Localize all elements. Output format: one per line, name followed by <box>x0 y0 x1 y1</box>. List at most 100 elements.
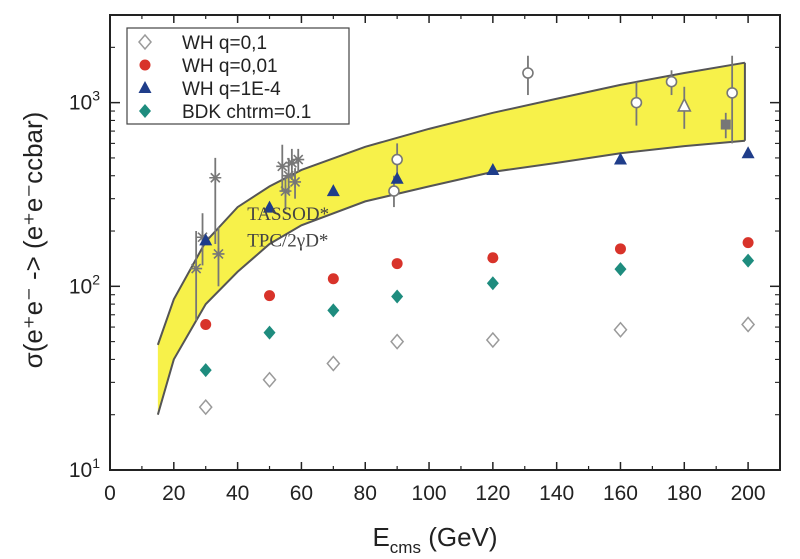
measurement-marker <box>209 171 222 184</box>
measurement-marker <box>391 153 403 166</box>
data-point <box>199 363 212 378</box>
annotations: TASSOD* TPC/2γD* <box>247 204 329 251</box>
y-tick-label: 102 <box>69 271 100 298</box>
legend-marker <box>139 59 151 71</box>
data-point <box>326 355 341 372</box>
measurement-point <box>190 231 203 321</box>
series-markers <box>198 146 756 416</box>
series-triangle <box>199 146 755 246</box>
measurement-point <box>630 81 643 126</box>
measurement-marker <box>289 175 302 188</box>
x-tick-label: 180 <box>667 482 702 505</box>
series-diamond-open <box>198 316 756 416</box>
x-tick-label: 60 <box>290 482 313 505</box>
x-tick-label: 140 <box>539 482 574 505</box>
legend-box <box>126 27 350 125</box>
data-point <box>327 303 340 318</box>
legend-label: WH q=0,01 <box>182 56 278 77</box>
measurement-marker <box>196 231 209 244</box>
data-point <box>613 152 627 165</box>
measurement-point <box>212 227 225 287</box>
legend-marker <box>139 104 151 118</box>
legend-label: WH q=0,1 <box>182 33 267 54</box>
series-circle <box>200 237 754 330</box>
legend-entry: BDK chtrm=0.1 <box>139 102 311 123</box>
data-point <box>391 258 403 270</box>
data-point <box>263 325 276 340</box>
legend-entry: WH q=1E-4 <box>138 79 281 100</box>
series-diamond <box>199 253 755 378</box>
measurement-marker <box>282 169 295 182</box>
measurement-marker <box>522 67 534 79</box>
x-axis-title-sub: cms <box>390 538 421 557</box>
band-annotation: TPC/2γD* <box>247 230 328 251</box>
measurement-marker <box>190 262 203 275</box>
measurement-marker <box>665 75 678 88</box>
data-point <box>741 146 755 159</box>
x-tick-label: 120 <box>475 482 510 505</box>
measurement-marker <box>388 185 400 197</box>
measurement-marker <box>726 87 738 99</box>
x-axis-title: Ecms (GeV) <box>372 522 497 557</box>
measurement-point <box>522 55 534 96</box>
data-point <box>742 237 754 249</box>
measurement-point <box>292 148 305 172</box>
measurements <box>190 55 738 321</box>
x-axis-title-rest: (GeV) <box>421 522 498 552</box>
measurement-point <box>676 86 692 129</box>
measurement-marker <box>292 153 305 166</box>
measurement-point <box>285 148 298 180</box>
measurement-marker <box>212 247 225 260</box>
y-tick-label: 101 <box>69 455 100 482</box>
data-point <box>263 200 277 213</box>
data-point <box>327 273 339 285</box>
data-point <box>487 252 499 264</box>
measurement-point <box>665 70 678 96</box>
measurement-point <box>282 157 295 194</box>
data-point <box>326 184 340 197</box>
legend-marker <box>138 33 152 51</box>
data-point <box>264 290 276 302</box>
data-point <box>613 321 628 338</box>
measurement-marker <box>630 96 643 109</box>
data-point <box>742 253 755 268</box>
y-axis-title: σ(e⁺e⁻ -> (e⁺e⁻ccbar) <box>18 112 48 369</box>
measurement-point <box>209 157 222 244</box>
data-point <box>741 316 756 333</box>
legend-marker <box>138 81 152 93</box>
measurement-point <box>720 112 731 139</box>
x-tick-label: 0 <box>104 482 116 505</box>
legend-entry: WH q=0,01 <box>139 56 278 77</box>
data-point <box>262 371 277 388</box>
data-point <box>614 243 626 255</box>
measurement-point <box>279 175 292 211</box>
measurement-marker <box>285 156 298 169</box>
legend-label: WH q=1E-4 <box>182 79 281 100</box>
data-point <box>390 333 405 350</box>
x-tick-label: 40 <box>226 482 249 505</box>
measurement-point <box>726 55 738 144</box>
measurement-marker <box>279 185 292 198</box>
measurement-point <box>289 168 302 199</box>
measurement-marker <box>276 160 289 173</box>
data-point <box>485 331 500 349</box>
data-point <box>614 262 627 277</box>
band-fill <box>157 62 745 415</box>
plot-frame <box>109 14 781 471</box>
x-tick-label: 20 <box>162 482 185 505</box>
data-point <box>486 162 500 175</box>
measurement-marker <box>676 97 692 112</box>
data-point <box>200 318 212 330</box>
axes: 0 20 40 60 80 100 120 140 160 180 200 101 102 103 <box>69 14 781 505</box>
x-tick-label: 100 <box>412 482 447 505</box>
data-point <box>199 233 213 246</box>
legend-label: BDK chtrm=0.1 <box>182 102 311 123</box>
x-axis-title-main: E <box>372 522 389 552</box>
data-point <box>390 171 404 184</box>
y-tick-label: 103 <box>69 88 100 115</box>
data-point <box>391 289 404 304</box>
legend-entry: WH q=0,1 <box>138 33 267 54</box>
measurement-marker <box>720 119 731 130</box>
